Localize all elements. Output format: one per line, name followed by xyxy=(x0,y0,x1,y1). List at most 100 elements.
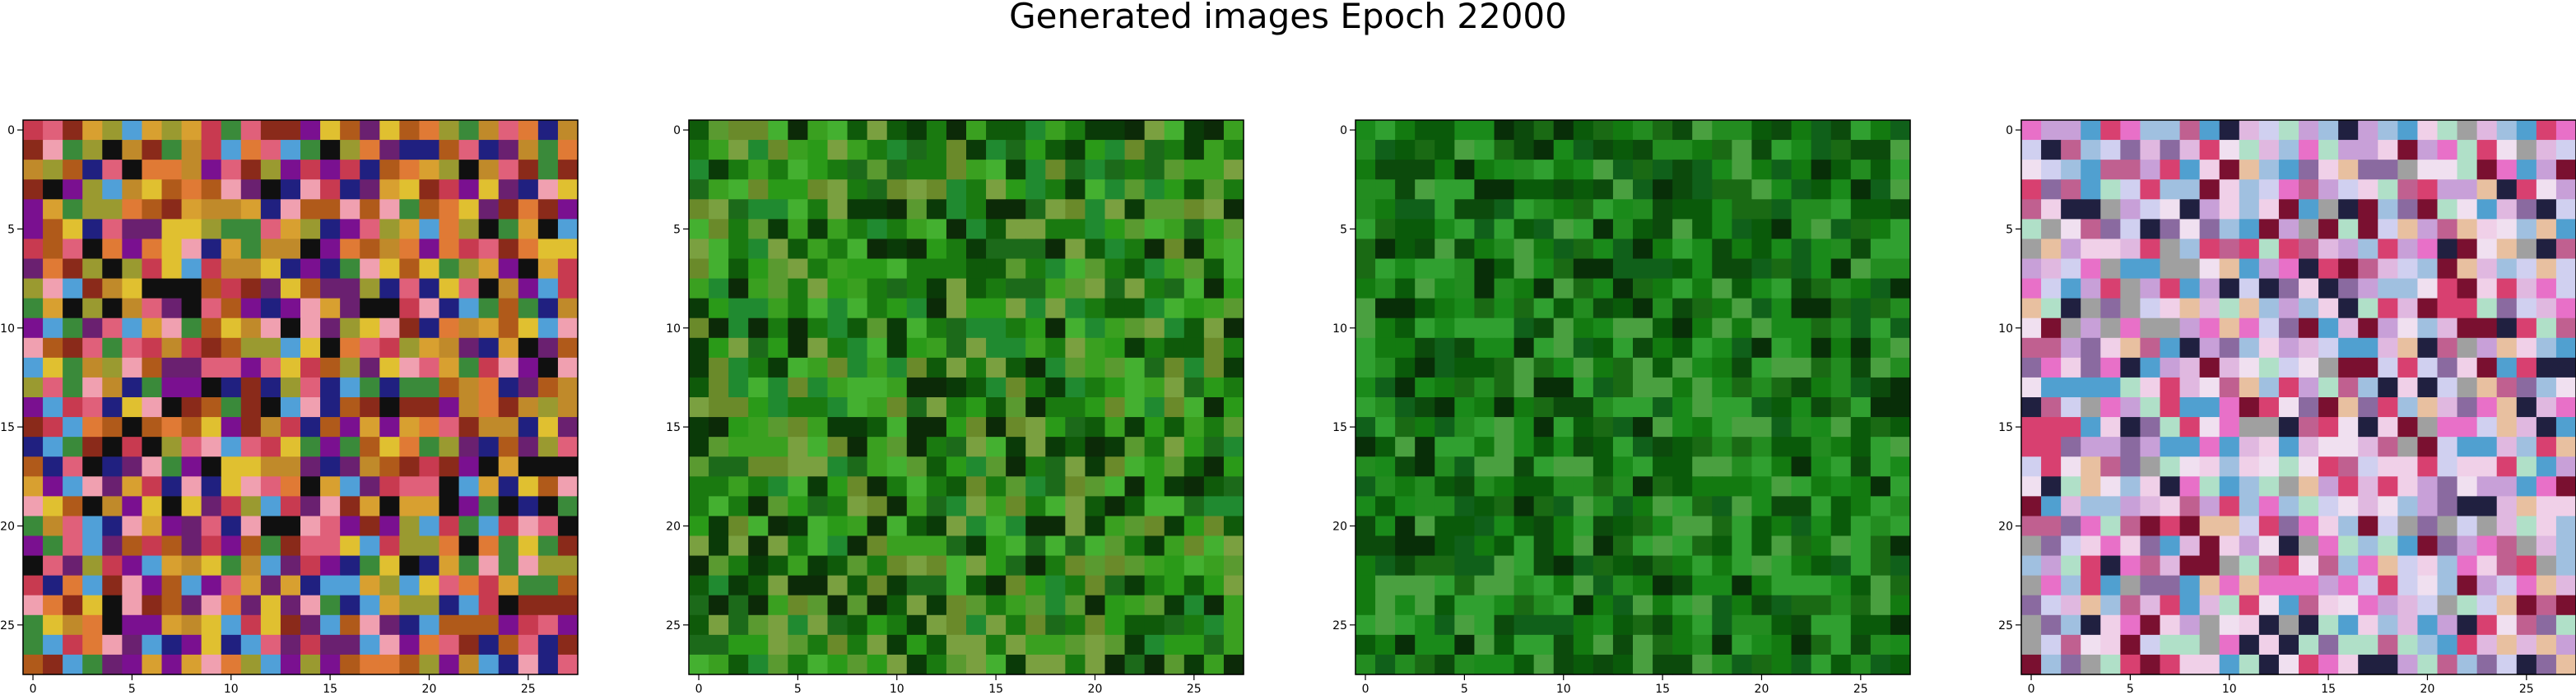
heatmap-cell xyxy=(1164,239,1185,260)
heatmap-cell xyxy=(2199,437,2220,457)
heatmap-cell xyxy=(1104,437,1126,457)
heatmap-cell xyxy=(1830,140,1852,160)
heatmap-cell xyxy=(1533,634,1555,656)
heatmap-cell xyxy=(788,317,809,339)
heatmap-cell xyxy=(1791,258,1812,280)
heatmap-cell xyxy=(379,377,400,398)
heatmap-cell xyxy=(340,160,360,180)
heatmap-cell xyxy=(43,496,63,517)
heatmap-cell xyxy=(2100,377,2121,398)
heatmap-cell xyxy=(1533,614,1555,636)
heatmap-cell xyxy=(966,516,987,537)
heatmap-cell xyxy=(2160,160,2181,180)
heatmap-cell xyxy=(518,160,539,180)
heatmap-cell xyxy=(1203,199,1225,220)
heatmap-cell xyxy=(122,614,143,636)
heatmap-cell xyxy=(1203,614,1225,636)
heatmap-cell xyxy=(1771,476,1793,497)
heatmap-cell xyxy=(419,476,440,497)
heatmap-cell xyxy=(280,179,301,200)
heatmap-cell xyxy=(2239,516,2260,537)
heatmap-cell xyxy=(1375,337,1396,359)
heatmap-cell xyxy=(102,496,123,517)
heatmap-cell xyxy=(557,535,579,557)
heatmap-cell xyxy=(788,417,809,438)
heatmap-cell xyxy=(2179,417,2201,438)
heatmap-cell xyxy=(1672,140,1693,160)
heatmap-cell xyxy=(2417,219,2439,240)
heatmap-cell xyxy=(2081,317,2101,339)
heatmap-cell xyxy=(709,456,729,477)
heatmap-cell xyxy=(537,317,559,339)
heatmap-cell xyxy=(2378,575,2398,596)
heatmap-cell xyxy=(1006,377,1026,398)
heatmap-cell xyxy=(2219,555,2240,577)
heatmap-cell xyxy=(1375,535,1396,557)
heatmap-cell xyxy=(458,555,480,577)
heatmap-cell xyxy=(518,595,539,616)
heatmap-cell xyxy=(1653,160,1673,180)
heatmap-cell xyxy=(1454,516,1476,537)
heatmap-cell xyxy=(439,516,460,537)
y-tick-label: 10 xyxy=(1332,322,1347,336)
heatmap-cell xyxy=(2081,634,2101,656)
heatmap-cell xyxy=(2417,535,2439,557)
heatmap-cell xyxy=(1553,417,1574,438)
heatmap-cell xyxy=(260,516,281,537)
heatmap-cell xyxy=(181,179,202,200)
heatmap-cell xyxy=(847,555,868,577)
heatmap-cell xyxy=(2199,357,2220,378)
heatmap-cell xyxy=(2457,239,2478,260)
heatmap-cell xyxy=(788,555,809,577)
heatmap-cell xyxy=(1454,160,1476,180)
heatmap-cell xyxy=(1203,377,1225,398)
heatmap-cell xyxy=(1692,476,1713,497)
heatmap-cell xyxy=(1633,120,1653,141)
heatmap-cell xyxy=(2378,357,2398,378)
heatmap-cell xyxy=(1612,496,1634,517)
heatmap-cell xyxy=(1045,437,1066,457)
heatmap-cell xyxy=(2476,654,2498,675)
heatmap-cell xyxy=(1375,417,1396,438)
heatmap-cell xyxy=(2120,140,2141,160)
heatmap-cell xyxy=(1415,317,1435,339)
heatmap-cell xyxy=(1434,456,1455,477)
heatmap-cell xyxy=(2397,535,2419,557)
heatmap-cell xyxy=(2338,555,2359,577)
heatmap-cell xyxy=(2417,258,2439,280)
heatmap-cell xyxy=(1612,140,1634,160)
heatmap-cell xyxy=(1514,456,1535,477)
heatmap-cell xyxy=(2081,397,2101,418)
heatmap-cell xyxy=(768,298,788,319)
heatmap-cell xyxy=(2299,654,2319,675)
heatmap-cell xyxy=(1124,456,1146,477)
heatmap-cell xyxy=(1065,654,1086,675)
heatmap-cell xyxy=(2457,278,2478,299)
heatmap-cell xyxy=(788,516,809,537)
heatmap-cell xyxy=(82,437,103,457)
heatmap-cell xyxy=(478,377,500,398)
heatmap-cell xyxy=(1104,595,1126,616)
heatmap-cell xyxy=(966,219,987,240)
heatmap-cell xyxy=(1633,317,1653,339)
heatmap-cell xyxy=(1514,496,1535,517)
heatmap-cell xyxy=(1415,555,1435,577)
heatmap-cell xyxy=(1830,298,1852,319)
heatmap-cell xyxy=(379,219,400,240)
heatmap-cell xyxy=(181,595,202,616)
heatmap-cell xyxy=(2457,397,2478,418)
heatmap-cell xyxy=(2318,219,2339,240)
heatmap-cell xyxy=(2061,199,2081,220)
heatmap-cell xyxy=(2100,199,2121,220)
heatmap-cell xyxy=(340,239,360,260)
heatmap-cell xyxy=(557,239,579,260)
heatmap-cell xyxy=(867,278,888,299)
heatmap-cell xyxy=(1144,654,1165,675)
heatmap-cell xyxy=(280,317,301,339)
heatmap-cell xyxy=(1573,140,1594,160)
heatmap-cell xyxy=(537,437,559,457)
heatmap-cell xyxy=(1025,496,1046,517)
heatmap-cell xyxy=(1653,298,1673,319)
heatmap-cell xyxy=(1533,595,1555,616)
heatmap-cell xyxy=(2041,476,2062,497)
